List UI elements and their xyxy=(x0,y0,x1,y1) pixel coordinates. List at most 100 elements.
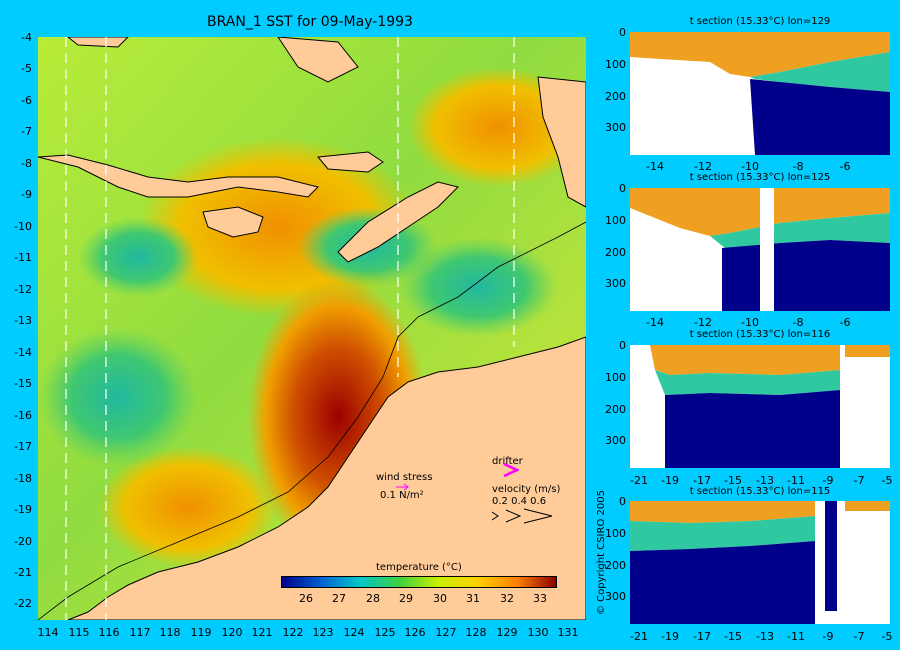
map-xtick: 117 xyxy=(129,626,151,639)
section-xtick: -17 xyxy=(693,474,711,487)
map-xtick: 121 xyxy=(251,626,273,639)
section-ytick: 100 xyxy=(605,371,626,384)
map-xtick: 129 xyxy=(496,626,518,639)
map-xtick: 114 xyxy=(37,626,59,639)
map-xtick: 128 xyxy=(465,626,487,639)
section-panel-lon115 xyxy=(630,501,890,624)
java-island xyxy=(38,154,319,198)
section-xtick: -7 xyxy=(853,474,865,487)
section-ytick: 200 xyxy=(605,246,626,259)
colorbar-tick: 31 xyxy=(466,592,480,605)
section-xtick: -8 xyxy=(792,316,804,329)
section-xtick: -15 xyxy=(724,630,742,643)
section-ytick: 300 xyxy=(605,121,626,134)
section-ytick: 200 xyxy=(605,403,626,416)
colorbar-tick: 30 xyxy=(433,592,447,605)
map-ytick: -6 xyxy=(21,94,32,107)
velocity-values: 0.2 0.4 0.6 xyxy=(492,496,547,507)
wind-arrow-icon xyxy=(396,483,409,491)
section-ytick: 0 xyxy=(619,26,626,39)
map-xtick: 124 xyxy=(343,626,365,639)
velocity-label: velocity (m/s) xyxy=(492,484,561,495)
section-panel-lon129 xyxy=(630,32,890,155)
northwest-island xyxy=(67,37,129,48)
section-xtick: -13 xyxy=(756,630,774,643)
map-ytick: -17 xyxy=(14,440,32,453)
section-xtick: -9 xyxy=(822,630,834,643)
section-ytick: 100 xyxy=(605,58,626,71)
map-ytick: -8 xyxy=(21,157,32,170)
section-xtick: -9 xyxy=(822,474,834,487)
northeast-islands xyxy=(537,76,586,208)
map-title: BRAN_1 SST for 09-May-1993 xyxy=(207,14,413,30)
colorbar-tick: 29 xyxy=(399,592,413,605)
wind-stress-scale: 0.1 N/m² xyxy=(380,490,424,501)
map-xtick: 126 xyxy=(404,626,426,639)
map-ytick: -20 xyxy=(14,535,32,548)
map-xtick: 131 xyxy=(557,626,579,639)
australia-land xyxy=(67,336,586,620)
colorbar-tick: 27 xyxy=(332,592,346,605)
section-ytick: 300 xyxy=(605,590,626,603)
map-xtick: 120 xyxy=(221,626,243,639)
section-xtick: -12 xyxy=(694,316,712,329)
colorbar-label: temperature (°C) xyxy=(376,562,462,573)
section-xtick: -5 xyxy=(881,630,893,643)
wind-stress-label: wind stress xyxy=(376,472,433,483)
map-ytick: -7 xyxy=(21,125,32,138)
section-ytick: 0 xyxy=(619,339,626,352)
map-ytick: -15 xyxy=(14,377,32,390)
map-ytick: -10 xyxy=(14,220,32,233)
section-ytick: 100 xyxy=(605,214,626,227)
map-xtick: 116 xyxy=(98,626,120,639)
section-ytick: 200 xyxy=(605,559,626,572)
map-xtick: 130 xyxy=(527,626,549,639)
colorbar-tick: 26 xyxy=(299,592,313,605)
section-xtick: -7 xyxy=(853,630,865,643)
section-xtick: -11 xyxy=(787,474,805,487)
colorbar-tick: 28 xyxy=(366,592,380,605)
colorbar-tick: 32 xyxy=(500,592,514,605)
map-ytick: -9 xyxy=(21,188,32,201)
section-xtick: -19 xyxy=(661,474,679,487)
depth-contour xyxy=(38,221,586,620)
section-ytick: 100 xyxy=(605,527,626,540)
map-xtick: 115 xyxy=(68,626,90,639)
section-xtick: -19 xyxy=(661,630,679,643)
colorbar-tick: 33 xyxy=(533,592,547,605)
map-ytick: -11 xyxy=(14,251,32,264)
map-ytick: -21 xyxy=(14,566,32,579)
map-xtick: 122 xyxy=(282,626,304,639)
map-xtick: 127 xyxy=(435,626,457,639)
section-xtick: -8 xyxy=(792,160,804,173)
section-xtick: -5 xyxy=(881,474,893,487)
sst-map xyxy=(38,37,586,620)
map-ytick: -5 xyxy=(21,62,32,75)
section-ytick: 300 xyxy=(605,434,626,447)
section-ytick: 300 xyxy=(605,277,626,290)
north-islands xyxy=(277,37,359,83)
section-xtick: -15 xyxy=(724,474,742,487)
section-xtick: -21 xyxy=(630,630,648,643)
section-title-lon115: t section (15.33°C) lon=115 xyxy=(689,486,831,497)
section-title-lon125: t section (15.33°C) lon=125 xyxy=(689,172,831,183)
velocity-arrows-icon xyxy=(491,508,553,524)
section-xtick: -11 xyxy=(787,630,805,643)
section-ytick: 0 xyxy=(619,495,626,508)
section-title-lon129: t section (15.33°C) lon=129 xyxy=(689,16,831,27)
section-xtick: -21 xyxy=(630,474,648,487)
section-panel-lon116 xyxy=(630,345,890,468)
map-ytick: -12 xyxy=(14,283,32,296)
map-ytick: -18 xyxy=(14,472,32,485)
section-xtick: -17 xyxy=(693,630,711,643)
map-ytick: -14 xyxy=(14,346,32,359)
section-xtick: -10 xyxy=(741,316,759,329)
map-ytick: -19 xyxy=(14,503,32,516)
map-xtick: 123 xyxy=(312,626,334,639)
map-xtick: 118 xyxy=(159,626,181,639)
map-xtick: 125 xyxy=(374,626,396,639)
copyright: © Copyright CSIRO 2005 xyxy=(596,490,607,615)
section-xtick: -6 xyxy=(839,316,851,329)
section-panel-lon125 xyxy=(630,188,890,311)
map-ytick: -13 xyxy=(14,314,32,327)
